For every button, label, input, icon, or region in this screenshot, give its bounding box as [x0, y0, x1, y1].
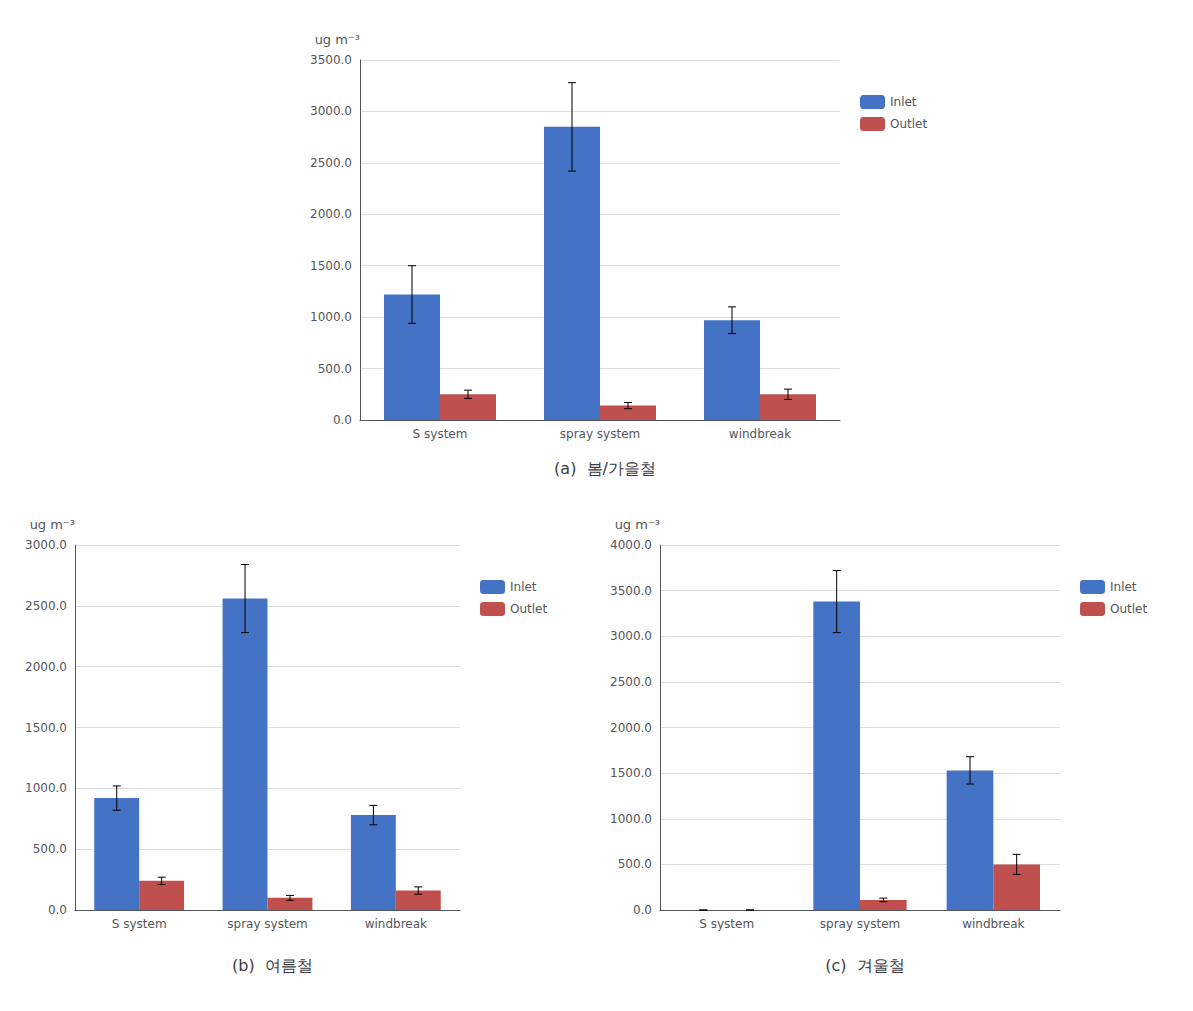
svg-text:0.0: 0.0 [333, 413, 352, 427]
svg-text:S system: S system [112, 917, 167, 931]
svg-text:1000.0: 1000.0 [310, 310, 352, 324]
svg-text:3500.0: 3500.0 [310, 53, 352, 67]
svg-text:spray system: spray system [820, 917, 900, 931]
svg-text:1000.0: 1000.0 [25, 781, 67, 795]
svg-text:2000.0: 2000.0 [310, 207, 352, 221]
svg-text:spray system: spray system [560, 427, 640, 441]
svg-text:windbreak: windbreak [962, 917, 1024, 931]
svg-text:Inlet: Inlet [510, 580, 537, 594]
svg-text:S system: S system [699, 917, 754, 931]
svg-text:500.0: 500.0 [618, 857, 652, 871]
svg-text:Inlet: Inlet [890, 95, 917, 109]
svg-text:S system: S system [413, 427, 468, 441]
svg-text:2000.0: 2000.0 [25, 660, 67, 674]
svg-text:3000.0: 3000.0 [610, 629, 652, 643]
svg-text:Outlet: Outlet [1110, 602, 1147, 616]
svg-text:2500.0: 2500.0 [25, 599, 67, 613]
svg-text:windbreak: windbreak [729, 427, 791, 441]
svg-text:1000.0: 1000.0 [610, 812, 652, 826]
svg-text:3000.0: 3000.0 [25, 538, 67, 552]
svg-text:0.0: 0.0 [633, 903, 652, 917]
svg-text:1500.0: 1500.0 [610, 766, 652, 780]
svg-text:4000.0: 4000.0 [610, 538, 652, 552]
svg-text:2500.0: 2500.0 [610, 675, 652, 689]
svg-text:1500.0: 1500.0 [310, 259, 352, 273]
svg-text:(b) 여름철: (b) 여름철 [232, 956, 313, 975]
svg-text:500.0: 500.0 [318, 362, 352, 376]
svg-text:(c) 겨울철: (c) 겨울철 [825, 956, 904, 975]
svg-text:1500.0: 1500.0 [25, 721, 67, 735]
svg-text:ug m⁻³: ug m⁻³ [615, 517, 660, 532]
svg-text:(a) 봄/가을철: (a) 봄/가을철 [554, 459, 656, 478]
svg-text:ug m⁻³: ug m⁻³ [30, 517, 75, 532]
svg-text:ug m⁻³: ug m⁻³ [315, 32, 360, 47]
svg-text:windbreak: windbreak [365, 917, 427, 931]
svg-text:Outlet: Outlet [890, 117, 927, 131]
svg-text:spray system: spray system [227, 917, 307, 931]
svg-text:500.0: 500.0 [33, 842, 67, 856]
svg-text:3000.0: 3000.0 [310, 104, 352, 118]
svg-text:3500.0: 3500.0 [610, 584, 652, 598]
svg-text:0.0: 0.0 [48, 903, 67, 917]
svg-text:2500.0: 2500.0 [310, 156, 352, 170]
svg-text:Inlet: Inlet [1110, 580, 1137, 594]
svg-text:2000.0: 2000.0 [610, 721, 652, 735]
svg-text:Outlet: Outlet [510, 602, 547, 616]
